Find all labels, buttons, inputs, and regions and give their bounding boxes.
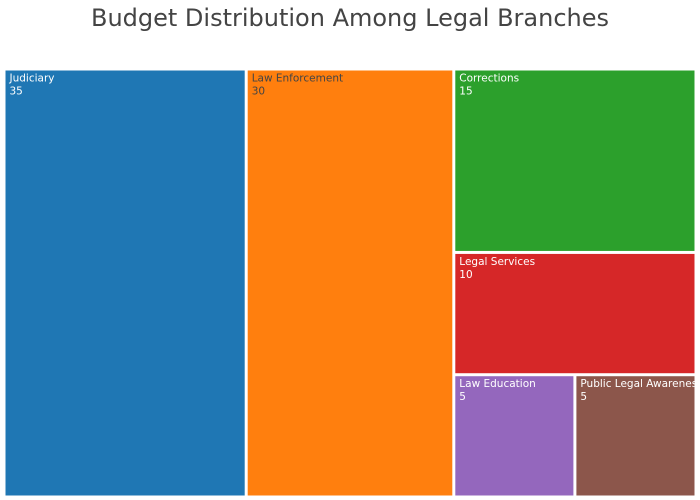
tile-label-corrections: Corrections	[459, 73, 519, 85]
tile-rect-legal-services[interactable]	[455, 253, 695, 374]
tile-rect-corrections[interactable]	[455, 70, 695, 251]
tile-label-legal-services: Legal Services	[459, 256, 535, 268]
tile-label-judiciary: Judiciary	[9, 73, 55, 85]
tile-value-corrections: 15	[459, 86, 472, 98]
tile-rect-judiciary[interactable]	[5, 70, 245, 496]
tile-rect-law-enforcement[interactable]	[247, 70, 453, 496]
tile-label-law-enforcement: Law Enforcement	[252, 73, 343, 85]
tile-value-law-enforcement: 30	[252, 86, 265, 98]
tile-value-public-legal-awareness: 5	[580, 391, 587, 403]
tile-value-law-education: 5	[459, 391, 466, 403]
tile-label-public-legal-awareness: Public Legal Awareness	[580, 378, 700, 390]
tile-rect-law-education[interactable]	[455, 376, 574, 496]
tile-value-legal-services: 10	[459, 269, 472, 281]
tile-rect-public-legal-awareness[interactable]	[576, 376, 695, 496]
chart-title: Budget Distribution Among Legal Branches	[91, 4, 609, 32]
tile-label-law-education: Law Education	[459, 378, 535, 390]
tile-value-judiciary: 35	[10, 86, 23, 98]
